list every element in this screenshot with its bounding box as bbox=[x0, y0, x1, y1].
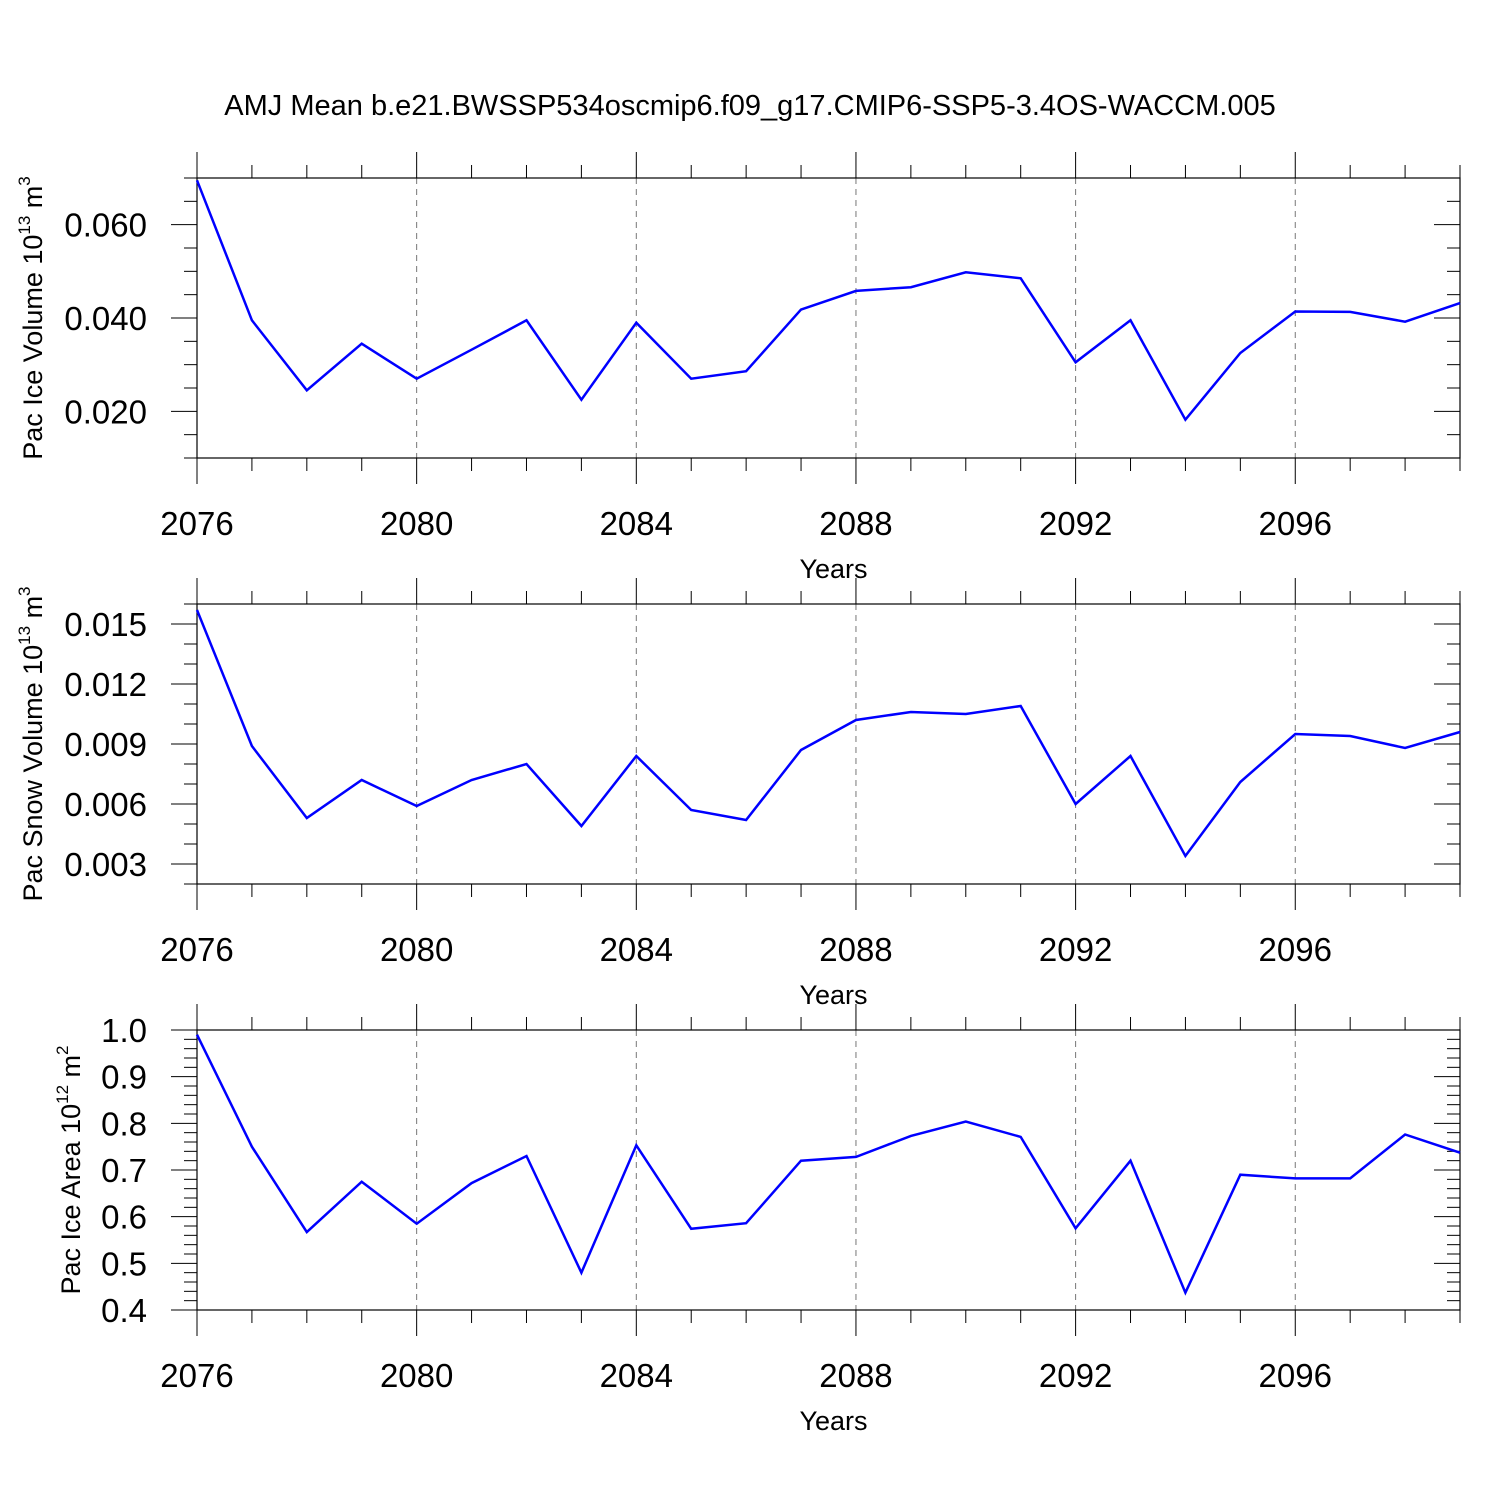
y-axis-label-superscript: 13 bbox=[15, 626, 34, 645]
series-line bbox=[195, 1034, 1461, 1296]
y-axis-label-part: m bbox=[18, 186, 48, 216]
y-tick-label: 0.003 bbox=[64, 846, 147, 883]
y-axis-label-superscript: 13 bbox=[15, 216, 34, 235]
x-tick-label: 2080 bbox=[380, 931, 453, 968]
y-tick-label: 0.5 bbox=[101, 1245, 147, 1282]
y-tick-label: 0.006 bbox=[64, 786, 147, 823]
x-tick-label: 2096 bbox=[1259, 1357, 1332, 1394]
figure-title: AMJ Mean b.e21.BWSSP534oscmip6.f09_g17.C… bbox=[224, 90, 1275, 122]
x-tick-label: 2080 bbox=[380, 505, 453, 542]
y-axis-label-part: Pac Ice Area 10 bbox=[56, 1104, 86, 1295]
y-axis-label-superscript: 3 bbox=[15, 586, 34, 595]
y-tick-label: 0.040 bbox=[64, 300, 147, 337]
y-axis-label-superscript: 12 bbox=[53, 1085, 72, 1104]
x-tick-label: 2096 bbox=[1259, 505, 1332, 542]
y-axis-label-superscript: 2 bbox=[53, 1045, 72, 1054]
chart-panel-1: 0.020 0.040 0.060 2076 2080 2084 2088 2092 2096 Y… bbox=[15, 152, 1461, 584]
series-line bbox=[195, 179, 1461, 422]
x-tick-label: 2096 bbox=[1259, 931, 1332, 968]
y-axis-label-superscript: 3 bbox=[15, 176, 34, 185]
x-tick-label: 2092 bbox=[1039, 1357, 1112, 1394]
y-axis-label: Pac Ice Volume 1013 m3 bbox=[15, 176, 48, 460]
panels: 0.020 0.040 0.060 2076 2080 2084 2088 2092 2096 Y… bbox=[15, 152, 1461, 1436]
x-axis-label: Years bbox=[799, 554, 867, 584]
x-tick-label: 2088 bbox=[819, 505, 892, 542]
y-axis-label-part: m bbox=[56, 1055, 86, 1085]
y-tick-label: 1.0 bbox=[101, 1012, 147, 1049]
y-tick-label: 0.8 bbox=[101, 1105, 147, 1142]
x-tick-label: 2092 bbox=[1039, 931, 1112, 968]
y-tick-label: 0.6 bbox=[101, 1199, 147, 1236]
x-tick-label: 2084 bbox=[600, 931, 673, 968]
y-axis-label: Pac Snow Volume 1013 m3 bbox=[15, 586, 48, 901]
y-axis-label-part: Pac Snow Volume 10 bbox=[18, 645, 48, 902]
y-tick-label: 0.012 bbox=[64, 666, 147, 703]
y-tick-label: 0.060 bbox=[64, 207, 147, 244]
x-tick-label: 2084 bbox=[600, 505, 673, 542]
x-axis-label: Years bbox=[799, 1406, 867, 1436]
x-tick-label: 2076 bbox=[160, 931, 233, 968]
x-tick-label: 2092 bbox=[1039, 505, 1112, 542]
y-tick-label: 0.4 bbox=[101, 1292, 147, 1329]
y-axis-label-part: Pac Ice Volume 10 bbox=[18, 235, 48, 460]
x-tick-label: 2080 bbox=[380, 1357, 453, 1394]
plot-frame bbox=[196, 1029, 1461, 1311]
series-line bbox=[195, 609, 1461, 859]
x-tick-label: 2076 bbox=[160, 1357, 233, 1394]
x-tick-label: 2088 bbox=[819, 931, 892, 968]
x-axis-label: Years bbox=[799, 980, 867, 1010]
y-tick-label: 0.009 bbox=[64, 726, 147, 763]
y-tick-label: 0.7 bbox=[101, 1152, 147, 1189]
plot-frame bbox=[196, 177, 1461, 459]
x-tick-label: 2084 bbox=[600, 1357, 673, 1394]
chart-panel-2: 0.003 0.006 0.009 0.012 0.015 2076 2080 2084 208… bbox=[15, 578, 1461, 1010]
y-axis-label: Pac Ice Area 1012 m2 bbox=[53, 1045, 86, 1294]
x-tick-label: 2076 bbox=[160, 505, 233, 542]
chart-panel-3: 0.4 0.5 0.6 0.7 0.8 0.9 1.0 2076 2080 2084 2088 209… bbox=[53, 1004, 1461, 1436]
x-tick-label: 2088 bbox=[819, 1357, 892, 1394]
y-tick-label: 0.020 bbox=[64, 393, 147, 430]
plot-frame bbox=[196, 603, 1461, 885]
y-tick-label: 0.015 bbox=[64, 606, 147, 643]
y-tick-label: 0.9 bbox=[101, 1059, 147, 1096]
y-axis-label-part: m bbox=[18, 596, 48, 626]
